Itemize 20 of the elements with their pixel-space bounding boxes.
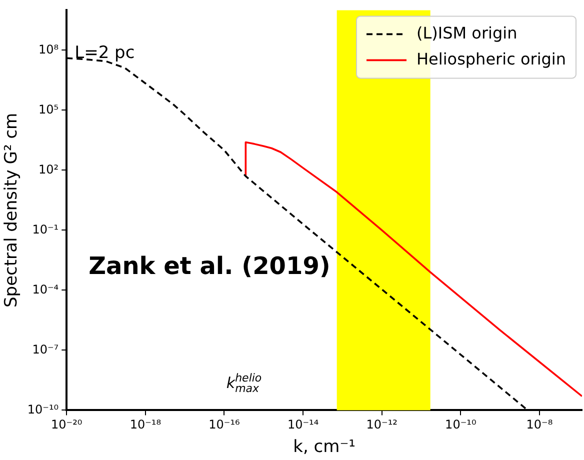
y-tick-label: 10² bbox=[38, 162, 59, 176]
x-tick-label: 10⁻⁸ bbox=[526, 418, 553, 432]
x-tick-label: 10⁻¹⁰ bbox=[445, 418, 476, 432]
legend-label: Heliospheric origin bbox=[416, 49, 566, 68]
y-tick-label: 10⁸ bbox=[38, 42, 59, 56]
annotation: Zank et al. (2019) bbox=[88, 252, 330, 280]
x-tick-label: 10⁻¹⁴ bbox=[287, 418, 319, 432]
y-tick-label: 10⁻⁷ bbox=[32, 342, 59, 356]
x-axis-title: k, cm⁻¹ bbox=[293, 437, 356, 458]
y-tick-label: 10⁻¹ bbox=[32, 222, 59, 236]
y-axis-title: Spectral density G² cm bbox=[2, 112, 22, 308]
y-tick-label: 10⁻⁴ bbox=[32, 282, 59, 296]
y-tick-label: 10⁻¹⁰ bbox=[27, 402, 59, 416]
y-tick-label: 10⁵ bbox=[38, 102, 59, 116]
x-tick-label: 10⁻¹⁶ bbox=[208, 418, 240, 432]
annotation: L=2 pc bbox=[74, 43, 135, 64]
x-tick-label: 10⁻¹⁸ bbox=[130, 418, 162, 432]
legend-label: (L)ISM origin bbox=[416, 23, 518, 42]
x-tick-label: 10⁻²⁰ bbox=[51, 418, 82, 432]
x-tick-label: 10⁻¹² bbox=[366, 418, 398, 432]
